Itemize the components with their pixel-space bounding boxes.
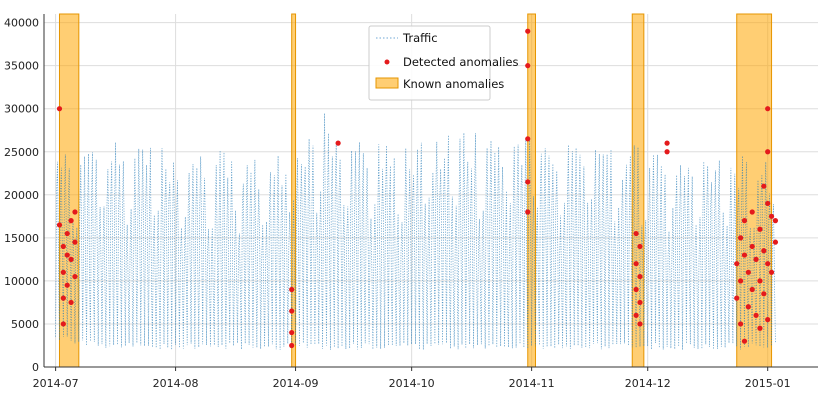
detected-anomaly-point: [289, 342, 295, 349]
detected-anomaly-point: [60, 269, 66, 275]
legend-traffic-label: Traffic: [402, 31, 438, 45]
detected-anomaly-point: [525, 63, 531, 69]
detected-anomaly-point: [72, 239, 78, 245]
detected-anomaly-point: [768, 269, 775, 275]
detected-anomaly-point: [765, 149, 771, 155]
detected-anomaly-point: [664, 140, 670, 146]
legend-known-label: Known anomalies: [403, 77, 504, 91]
detected-anomaly-point: [335, 140, 341, 146]
detected-anomaly-point: [741, 218, 748, 224]
detected-anomaly-point: [749, 286, 755, 293]
y-tick-label: 30000: [4, 103, 39, 116]
detected-anomaly-point: [761, 291, 767, 297]
detected-anomaly-point: [745, 304, 751, 310]
x-tick-label: 2014-07: [33, 377, 79, 390]
detected-anomaly-point: [768, 213, 775, 219]
known-anomaly-span: [291, 13, 297, 368]
detected-anomaly-point: [772, 218, 779, 224]
x-tick-label: 2014-12: [625, 377, 671, 390]
detected-anomaly-point: [765, 317, 771, 323]
detected-anomaly-point: [749, 209, 755, 215]
known-anomaly-span: [58, 13, 80, 368]
detected-anomaly-point: [289, 329, 295, 336]
detected-anomaly-point: [60, 321, 66, 327]
x-tick-label: 2014-10: [389, 377, 435, 390]
y-tick-labels: 0 5000 10000 15000 20000 25000 30000 35000 40000: [4, 17, 39, 374]
detected-anomaly-point: [738, 235, 744, 241]
detected-anomaly-point: [765, 261, 771, 267]
detected-anomaly-point: [525, 28, 531, 34]
x-tick-labels: 2014-07 2014-08 2014-09 2014-10 2014-11 2014-…: [33, 377, 791, 390]
detected-anomaly-point: [734, 261, 740, 267]
detected-anomaly-point: [289, 286, 295, 293]
detected-anomaly-points: [56, 28, 779, 349]
y-tick-label: 20000: [4, 189, 39, 202]
detected-anomaly-point: [741, 252, 748, 258]
detected-anomaly-point: [68, 218, 74, 224]
detected-anomaly-point: [637, 321, 643, 327]
detected-anomaly-point: [761, 248, 767, 254]
detected-anomaly-point: [633, 230, 639, 237]
detected-anomaly-point: [637, 243, 643, 250]
x-tick-label: 2014-09: [273, 377, 319, 390]
detected-anomaly-point: [749, 243, 755, 250]
legend-detected-label: Detected anomalies: [403, 55, 518, 69]
detected-anomaly-point: [637, 273, 643, 280]
legend-known-icon: [375, 77, 399, 89]
y-tick-label: 10000: [4, 275, 39, 288]
detected-anomaly-point: [633, 312, 639, 318]
known-anomaly-span: [736, 13, 773, 368]
y-tick-label: 40000: [4, 17, 39, 30]
x-tick-label: 2014-11: [509, 377, 555, 390]
detected-anomaly-point: [664, 149, 670, 155]
traffic-line: [55, 113, 776, 350]
detected-anomaly-point: [633, 286, 639, 293]
detected-anomaly-point: [757, 226, 763, 232]
detected-anomaly-point: [72, 273, 78, 280]
x-tick-label: 2014-08: [153, 377, 199, 390]
detected-anomaly-point: [753, 312, 759, 318]
detected-anomaly-point: [765, 106, 771, 112]
legend: Traffic Detected anomalies Known anomali…: [368, 25, 518, 101]
detected-anomaly-point: [757, 278, 763, 284]
y-tick-label: 25000: [4, 146, 39, 159]
detected-anomaly-point: [289, 308, 295, 314]
x-tick-label: 2015-01: [745, 377, 791, 390]
detected-anomaly-point: [525, 209, 531, 215]
legend-frame: [368, 25, 491, 101]
y-tick-label: 5000: [11, 318, 39, 331]
y-tick-label: 35000: [4, 60, 39, 73]
detected-anomaly-point: [637, 299, 643, 306]
detected-anomaly-point: [741, 338, 748, 344]
detected-anomaly-point: [56, 222, 63, 228]
y-tick-label: 15000: [4, 232, 39, 245]
detected-anomaly-point: [738, 278, 744, 284]
detected-anomaly-point: [64, 282, 70, 288]
axes: [43, 14, 818, 371]
detected-anomaly-point: [745, 269, 751, 275]
detected-anomaly-point: [738, 321, 744, 327]
detected-anomaly-point: [64, 230, 70, 237]
traffic-series: [55, 113, 776, 350]
detected-anomaly-point: [772, 239, 779, 245]
detected-anomaly-point: [633, 261, 639, 267]
legend-detected-icon: [384, 59, 390, 65]
y-tick-label: 0: [32, 361, 39, 374]
detected-anomaly-point: [64, 252, 70, 258]
detected-anomaly-point: [68, 299, 74, 306]
detected-anomaly-point: [525, 179, 531, 185]
detected-anomaly-point: [757, 325, 763, 331]
detected-anomaly-point: [753, 256, 759, 262]
detected-anomaly-point: [765, 200, 771, 207]
detected-anomaly-point: [525, 136, 531, 142]
detected-anomaly-point: [60, 295, 66, 301]
detected-anomaly-point: [734, 295, 740, 301]
detected-anomaly-point: [56, 106, 63, 112]
detected-anomaly-point: [761, 183, 767, 189]
detected-anomaly-point: [72, 209, 78, 215]
detected-anomaly-point: [60, 243, 66, 250]
detected-anomaly-point: [68, 256, 74, 262]
